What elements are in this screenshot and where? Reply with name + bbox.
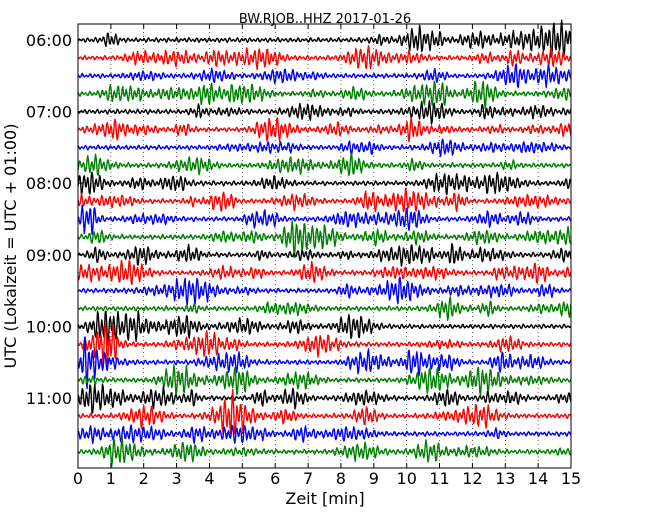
trace-line — [77, 336, 572, 390]
x-tick-label: 0 — [73, 469, 83, 488]
x-tick-label: 13 — [495, 469, 515, 488]
x-tick-label: 1 — [106, 469, 116, 488]
x-tick-label: 8 — [336, 469, 346, 488]
plot-frame — [77, 23, 572, 469]
trace-line — [77, 383, 572, 414]
x-tick-label: 14 — [528, 469, 548, 488]
trace-line — [77, 364, 572, 398]
trace-line — [77, 259, 572, 286]
x-axis-title: Zeit [min] — [285, 489, 364, 508]
trace-line — [77, 296, 572, 321]
trace-line — [77, 100, 572, 125]
y-tick-label: 10:00 — [26, 317, 72, 336]
x-tick-label: 12 — [462, 469, 482, 488]
x-tick-label: 15 — [561, 469, 581, 488]
y-tick-label: 06:00 — [26, 31, 72, 50]
x-tick-label: 11 — [429, 469, 449, 488]
trace-line — [77, 117, 572, 143]
x-tick-label: 6 — [270, 469, 280, 488]
y-tick-label: 08:00 — [26, 174, 72, 193]
axis-ticks: 0 1 2 3 4 5 6 7 8 9 10 11 12 13 14 1506:0007:0008:0009:… — [26, 24, 581, 488]
trace-line — [77, 435, 572, 468]
x-tick-label: 10 — [397, 469, 417, 488]
x-tick-label: 4 — [204, 469, 214, 488]
seismic-traces — [77, 19, 572, 468]
x-tick-label: 7 — [303, 469, 313, 488]
trace-line — [77, 152, 572, 177]
y-tick-label: 09:00 — [26, 246, 72, 265]
x-tick-label: 5 — [237, 469, 247, 488]
chart-title: BW.RJOB..HHZ 2017-01-26 — [239, 12, 411, 27]
trace-line — [77, 204, 572, 235]
trace-line — [77, 243, 572, 267]
trace-line — [77, 63, 572, 89]
y-tick-label: 11:00 — [26, 389, 72, 408]
trace-line — [77, 310, 572, 347]
trace-line — [77, 322, 572, 368]
trace-line — [77, 220, 572, 259]
trace-line — [77, 80, 572, 110]
x-tick-label: 9 — [369, 469, 379, 488]
x-tick-label: 3 — [172, 469, 182, 488]
y-axis-title: UTC (Lokalzeit = UTC + 01:00) — [1, 124, 20, 369]
trace-line — [77, 187, 572, 213]
trace-line — [77, 138, 572, 158]
trace-line — [77, 45, 572, 71]
y-tick-label: 07:00 — [26, 103, 72, 122]
trace-line — [77, 388, 572, 435]
x-tick-label: 2 — [139, 469, 149, 488]
trace-line — [77, 276, 572, 306]
trace-line — [77, 424, 572, 445]
trace-line — [77, 19, 572, 58]
trace-line — [77, 171, 572, 196]
